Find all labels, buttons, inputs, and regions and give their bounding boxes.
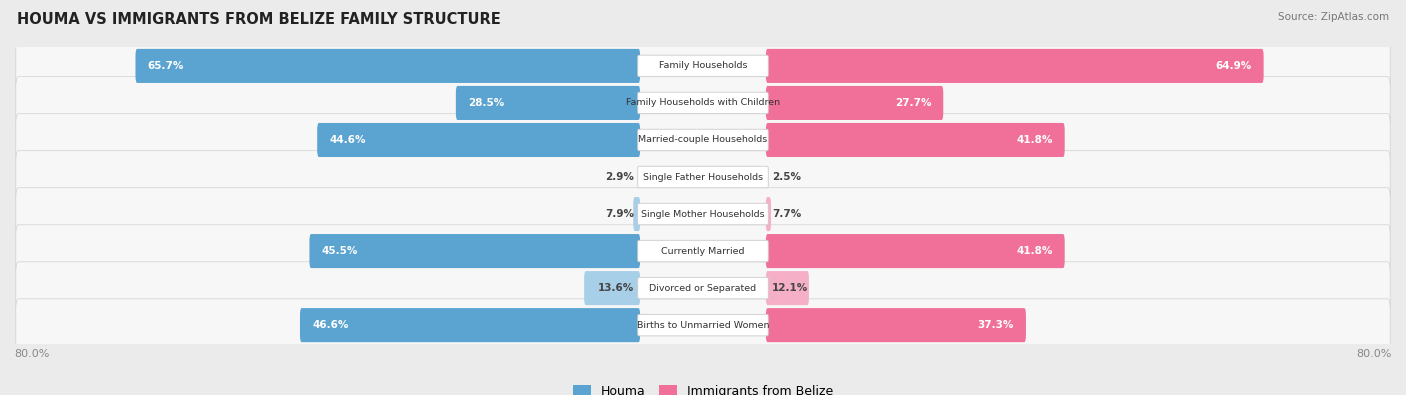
Text: 80.0%: 80.0% bbox=[14, 349, 49, 359]
Text: 41.8%: 41.8% bbox=[1017, 246, 1053, 256]
FancyBboxPatch shape bbox=[299, 308, 640, 342]
Text: 13.6%: 13.6% bbox=[598, 283, 634, 293]
Text: 80.0%: 80.0% bbox=[1357, 349, 1392, 359]
FancyBboxPatch shape bbox=[766, 49, 1264, 83]
Text: 12.1%: 12.1% bbox=[772, 283, 808, 293]
Text: Single Father Households: Single Father Households bbox=[643, 173, 763, 182]
Text: 28.5%: 28.5% bbox=[468, 98, 505, 108]
FancyBboxPatch shape bbox=[766, 234, 1064, 268]
Text: Source: ZipAtlas.com: Source: ZipAtlas.com bbox=[1278, 12, 1389, 22]
Text: HOUMA VS IMMIGRANTS FROM BELIZE FAMILY STRUCTURE: HOUMA VS IMMIGRANTS FROM BELIZE FAMILY S… bbox=[17, 12, 501, 27]
FancyBboxPatch shape bbox=[15, 188, 1391, 240]
Text: 45.5%: 45.5% bbox=[322, 246, 359, 256]
FancyBboxPatch shape bbox=[638, 240, 768, 262]
Text: 7.7%: 7.7% bbox=[772, 209, 801, 219]
FancyBboxPatch shape bbox=[638, 55, 768, 77]
FancyBboxPatch shape bbox=[638, 314, 768, 336]
Text: 64.9%: 64.9% bbox=[1215, 61, 1251, 71]
Text: Single Mother Households: Single Mother Households bbox=[641, 209, 765, 218]
Text: Currently Married: Currently Married bbox=[661, 246, 745, 256]
Text: Births to Unmarried Women: Births to Unmarried Women bbox=[637, 321, 769, 330]
Text: Family Households with Children: Family Households with Children bbox=[626, 98, 780, 107]
FancyBboxPatch shape bbox=[638, 166, 768, 188]
Text: 65.7%: 65.7% bbox=[148, 61, 184, 71]
FancyBboxPatch shape bbox=[766, 197, 770, 231]
FancyBboxPatch shape bbox=[638, 277, 768, 299]
FancyBboxPatch shape bbox=[583, 271, 640, 305]
FancyBboxPatch shape bbox=[638, 203, 768, 225]
Text: 2.5%: 2.5% bbox=[772, 172, 801, 182]
FancyBboxPatch shape bbox=[456, 86, 640, 120]
Text: Married-couple Households: Married-couple Households bbox=[638, 135, 768, 145]
Text: 37.3%: 37.3% bbox=[977, 320, 1014, 330]
Text: 7.9%: 7.9% bbox=[605, 209, 634, 219]
Legend: Houma, Immigrants from Belize: Houma, Immigrants from Belize bbox=[568, 380, 838, 395]
Text: 46.6%: 46.6% bbox=[312, 320, 349, 330]
Text: Family Households: Family Households bbox=[659, 61, 747, 70]
FancyBboxPatch shape bbox=[766, 308, 1026, 342]
FancyBboxPatch shape bbox=[638, 92, 768, 114]
FancyBboxPatch shape bbox=[309, 234, 640, 268]
FancyBboxPatch shape bbox=[318, 123, 640, 157]
FancyBboxPatch shape bbox=[15, 77, 1391, 129]
FancyBboxPatch shape bbox=[766, 123, 1064, 157]
Text: 27.7%: 27.7% bbox=[894, 98, 931, 108]
FancyBboxPatch shape bbox=[15, 114, 1391, 166]
FancyBboxPatch shape bbox=[15, 151, 1391, 203]
FancyBboxPatch shape bbox=[135, 49, 640, 83]
Text: 2.9%: 2.9% bbox=[605, 172, 634, 182]
Text: 44.6%: 44.6% bbox=[329, 135, 366, 145]
FancyBboxPatch shape bbox=[633, 197, 640, 231]
Text: 41.8%: 41.8% bbox=[1017, 135, 1053, 145]
FancyBboxPatch shape bbox=[638, 129, 768, 151]
Text: Divorced or Separated: Divorced or Separated bbox=[650, 284, 756, 293]
FancyBboxPatch shape bbox=[766, 86, 943, 120]
FancyBboxPatch shape bbox=[15, 299, 1391, 352]
FancyBboxPatch shape bbox=[15, 262, 1391, 314]
FancyBboxPatch shape bbox=[15, 40, 1391, 92]
FancyBboxPatch shape bbox=[766, 271, 808, 305]
FancyBboxPatch shape bbox=[15, 225, 1391, 277]
